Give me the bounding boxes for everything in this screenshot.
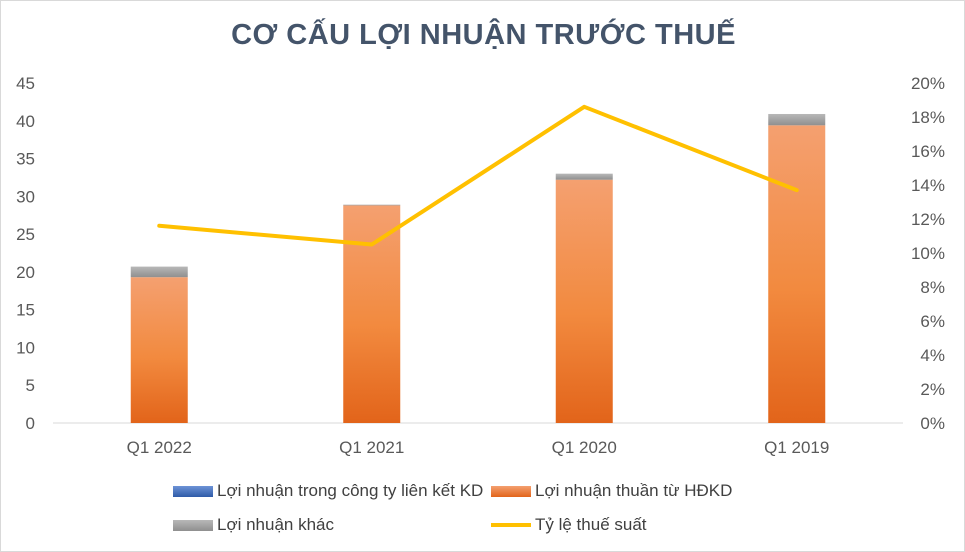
right-axis-tick-label: 2%	[920, 380, 945, 399]
left-axis-tick-label: 25	[16, 225, 35, 244]
legend-label: Tỷ lệ thuế suất	[535, 515, 647, 534]
category-label: Q1 2022	[127, 438, 192, 457]
left-axis-ticks: 0 5 10 15 20 25 30 35 40 45	[16, 74, 35, 433]
legend-swatch-bar	[173, 485, 213, 497]
bar-segment	[768, 125, 826, 424]
legend-item: Lợi nhuận trong công ty liên kết KD	[173, 481, 483, 501]
tax-rate-line	[157, 104, 799, 247]
right-axis-tick-label: 8%	[920, 278, 945, 297]
left-axis-tick-label: 10	[16, 338, 35, 357]
bar-segment	[555, 179, 613, 423]
legend-swatch-bar	[173, 519, 213, 531]
bar-segment	[130, 266, 188, 278]
left-axis-tick-label: 30	[16, 187, 35, 206]
category-labels: Q1 2022 Q1 2021 Q1 2020 Q1 2019	[127, 438, 830, 457]
bar-segment	[343, 205, 401, 423]
right-axis-tick-label: 14%	[911, 176, 945, 195]
legend-item: Tỷ lệ thuế suất	[491, 515, 647, 535]
right-axis-tick-label: 16%	[911, 142, 945, 161]
right-axis-tick-label: 4%	[920, 346, 945, 365]
bar-series	[130, 113, 826, 424]
chart-plot: 0 5 10 15 20 25 30 35 40 45 0% 2% 4% 6% 8% 10% 12% 14% 16…	[16, 74, 945, 457]
right-axis-tick-label: 18%	[911, 108, 945, 127]
right-axis-tick-label: 20%	[911, 74, 945, 93]
category-label: Q1 2020	[552, 438, 617, 457]
left-axis-tick-label: 20	[16, 263, 35, 282]
left-axis-tick-label: 35	[16, 150, 35, 169]
right-axis-ticks: 0% 2% 4% 6% 8% 10% 12% 14% 16% 18% 20%	[911, 74, 945, 433]
legend-label: Lợi nhuận thuần từ HĐKD	[535, 481, 733, 500]
right-axis-tick-label: 6%	[920, 312, 945, 331]
bar-segment	[768, 113, 826, 126]
right-axis-tick-label: 10%	[911, 244, 945, 263]
left-axis-tick-label: 45	[16, 74, 35, 93]
legend-swatch-bar	[491, 485, 531, 497]
left-axis-tick-label: 0	[26, 414, 35, 433]
left-axis-tick-label: 40	[16, 112, 35, 131]
line-series	[157, 104, 799, 247]
legend-item: Lợi nhuận khác	[173, 515, 334, 535]
legend-label: Lợi nhuận khác	[217, 515, 335, 534]
bar-segment	[555, 173, 613, 180]
legend-swatch-line	[491, 523, 531, 527]
legend-label: Lợi nhuận trong công ty liên kết KD	[217, 481, 484, 500]
left-axis-tick-label: 5	[26, 376, 35, 395]
bar-segment	[343, 204, 401, 206]
bar-segment	[130, 277, 188, 423]
legend-item: Lợi nhuận thuần từ HĐKD	[491, 481, 732, 501]
category-label: Q1 2019	[764, 438, 829, 457]
left-axis-tick-label: 15	[16, 301, 35, 320]
right-axis-tick-label: 12%	[911, 210, 945, 229]
right-axis-tick-label: 0%	[920, 414, 945, 433]
chart-title: CƠ CẤU LỢI NHUẬN TRƯỚC THUẾ	[231, 19, 736, 51]
category-label: Q1 2021	[339, 438, 404, 457]
